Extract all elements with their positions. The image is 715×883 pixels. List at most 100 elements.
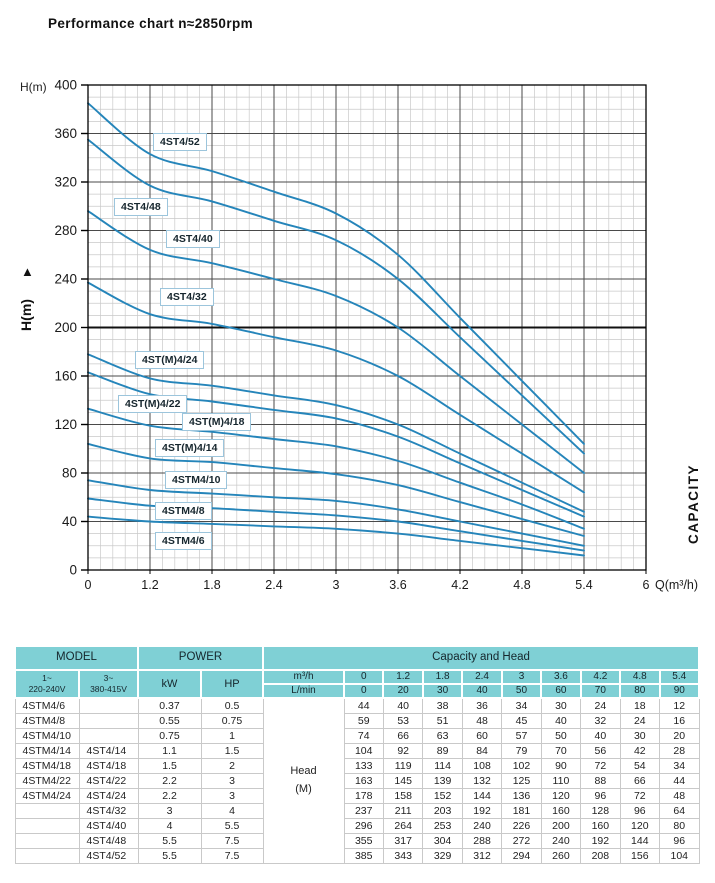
curve-4ST4/48 <box>87 138 585 455</box>
head-value-cell: 96 <box>659 833 700 849</box>
head-value-cell: 133 <box>343 758 384 774</box>
table-header-power: POWER <box>136 645 265 671</box>
x-tick-label: 1.8 <box>203 578 220 592</box>
model-3phase-cell: 4ST4/24 <box>78 788 139 804</box>
col-header-3phase: 3~ 380-415V <box>78 669 139 699</box>
head-value-cell: 30 <box>540 697 582 714</box>
hp-cell: 4 <box>200 803 264 819</box>
head-value-cell: 145 <box>382 773 424 789</box>
head-value-cell: 192 <box>580 833 621 849</box>
kw-cell: 3 <box>137 803 202 819</box>
head-value-cell: 48 <box>461 713 503 729</box>
col-header-hp: HP <box>199 669 265 699</box>
model-1phase-cell: 4STM4/6 <box>14 697 80 714</box>
head-value-cell: 80 <box>659 818 700 834</box>
head-value-cell: 84 <box>461 743 503 759</box>
lmin-value: 70 <box>579 683 622 699</box>
kw-cell: 0.75 <box>137 728 202 744</box>
y-axis-unit-label: H(m) <box>20 80 47 94</box>
y-axis-title: H(m) <box>18 299 34 331</box>
head-value-cell: 24 <box>619 713 661 729</box>
m3h-value: 1.8 <box>421 669 464 685</box>
table-row: 4STM4/22 4ST4/22 2.2 3 163 145 139 132 125 110 88 6… <box>14 773 700 789</box>
head-value-cell: 74 <box>343 728 384 744</box>
spec-table: MODEL POWER Capacity and Head 1~ 220-240V… <box>14 645 701 864</box>
model-3phase-cell <box>78 728 139 744</box>
head-value-cell: 253 <box>422 818 463 834</box>
head-value-cell: 96 <box>619 803 661 819</box>
kw-cell: 2.2 <box>137 788 202 804</box>
model-3phase-cell: 4ST4/52 <box>78 848 139 864</box>
head-value-cell: 96 <box>580 788 621 804</box>
head-value-cell: 79 <box>501 743 542 759</box>
model-1phase-cell <box>14 833 80 849</box>
lmin-value: 0 <box>343 683 385 699</box>
table-header-row: MODEL POWER Capacity and Head <box>14 645 700 671</box>
head-value-cell: 200 <box>540 818 582 834</box>
head-value-cell: 18 <box>619 697 661 714</box>
curve-4ST(M)4/18 <box>87 407 585 530</box>
table-subheader-row-lmin: L/min 0 20 30 40 50 60 70 80 90 <box>15 683 701 699</box>
y-tick-label: 240 <box>54 272 77 287</box>
head-value-cell: 119 <box>382 758 424 774</box>
head-value-cell: 36 <box>461 697 503 714</box>
curve-4ST4/32 <box>87 281 585 494</box>
head-value-cell: 136 <box>501 788 542 804</box>
y-tick-label: 160 <box>54 369 77 384</box>
lmin-value: 80 <box>619 683 661 699</box>
curve-4ST(M)4/14 <box>87 442 585 537</box>
table-header-capacity: Capacity and Head <box>262 645 700 671</box>
head-value-cell: 264 <box>382 818 424 834</box>
head-value-cell: 272 <box>501 833 542 849</box>
head-value-cell: 240 <box>461 818 503 834</box>
head-value-cell: 125 <box>501 773 542 789</box>
head-value-cell: 42 <box>619 743 661 759</box>
head-m-label: Head (M) <box>262 697 345 864</box>
table-row: 4ST4/32 3 4 237 211 203 192 181 160 128 96 64 <box>14 803 700 819</box>
head-value-cell: 24 <box>580 697 621 714</box>
head-value-cell: 30 <box>619 728 661 744</box>
lmin-value: 60 <box>540 683 582 699</box>
head-value-cell: 192 <box>461 803 503 819</box>
head-value-cell: 34 <box>659 758 700 774</box>
head-value-cell: 317 <box>382 833 424 849</box>
kw-cell: 1.1 <box>137 743 202 759</box>
hp-cell: 1 <box>200 728 264 744</box>
head-value-cell: 211 <box>382 803 424 819</box>
hp-cell: 7.5 <box>200 848 264 864</box>
y-tick-label: 280 <box>54 223 77 238</box>
m3h-value: 4.2 <box>579 669 622 685</box>
lmin-value: 20 <box>382 683 424 699</box>
head-value-cell: 48 <box>659 788 700 804</box>
head-value-cell: 16 <box>659 713 700 729</box>
head-value-cell: 160 <box>580 818 621 834</box>
model-1phase-cell: 4STM4/10 <box>14 728 80 744</box>
head-value-cell: 38 <box>422 697 463 714</box>
head-value-cell: 44 <box>659 773 700 789</box>
hp-cell: 3 <box>200 773 264 789</box>
hp-cell: 7.5 <box>200 833 264 849</box>
kw-cell: 0.55 <box>137 713 202 729</box>
model-1phase-cell <box>14 818 80 834</box>
head-value-cell: 156 <box>619 848 661 864</box>
table-row: 4STM4/18 4ST4/18 1.5 2 133 119 114 108 102 90 72 54… <box>14 758 700 774</box>
head-value-cell: 120 <box>540 788 582 804</box>
head-value-cell: 158 <box>382 788 424 804</box>
head-value-cell: 104 <box>343 743 384 759</box>
m3h-value: 4.8 <box>619 669 661 685</box>
head-value-cell: 203 <box>422 803 463 819</box>
kw-cell: 5.5 <box>137 833 202 849</box>
hp-cell: 0.5 <box>200 697 264 714</box>
head-value-cell: 40 <box>540 713 582 729</box>
m3h-value: 2.4 <box>461 669 503 685</box>
x-tick-label: 4.8 <box>513 578 530 592</box>
head-value-cell: 63 <box>422 728 463 744</box>
kw-cell: 5.5 <box>137 848 202 864</box>
head-value-cell: 40 <box>580 728 621 744</box>
head-value-cell: 294 <box>501 848 542 864</box>
x-tick-label: 6 <box>643 578 650 592</box>
x-tick-label: 0 <box>85 578 92 592</box>
table-row: 4STM4/6 0.37 0.5 Head (M) 44 40 38 36 34 30 24 18 12 <box>14 697 700 864</box>
